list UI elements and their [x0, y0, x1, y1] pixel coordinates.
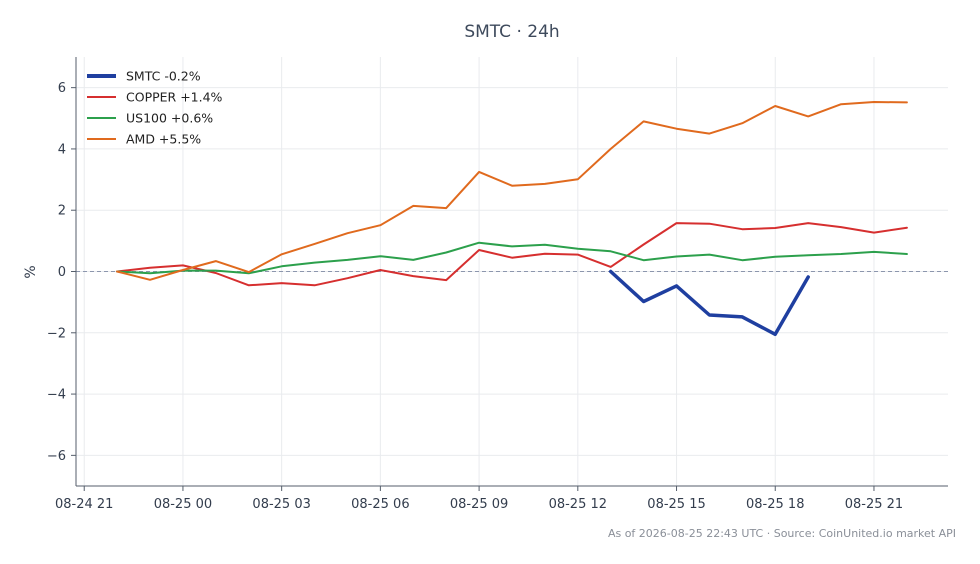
series-line-copper [116, 222, 908, 287]
series-line-amd [116, 101, 908, 281]
legend: SMTC -0.2% COPPER +1.4% US100 +0.6% AMD +5.… [87, 69, 223, 147]
legend-label: AMD +5.5% [126, 132, 201, 147]
y-tick-label: 6 [58, 81, 66, 96]
x-tick-label: 08-25 15 [647, 497, 705, 512]
y-tick-label: −4 [47, 388, 66, 403]
legend-label: US100 +0.6% [126, 111, 213, 126]
x-tick-label: 08-25 18 [746, 497, 804, 512]
legend-label: SMTC -0.2% [126, 69, 201, 84]
tick-labels: 08-24 21 08-25 00 08-25 03 08-25 06 08-25 09… [47, 81, 903, 512]
series-group [116, 101, 908, 337]
x-tick-label: 08-25 03 [252, 497, 310, 512]
series-line-smtc [608, 269, 810, 337]
y-tick-label: 2 [58, 204, 66, 219]
x-tick-label: 08-25 21 [845, 497, 903, 512]
x-tick-label: 08-24 21 [55, 497, 113, 512]
chart-title: SMTC · 24h [464, 22, 559, 42]
x-tick-label: 08-25 00 [154, 497, 212, 512]
y-tick-label: 4 [58, 142, 66, 157]
y-axis-label: % [23, 265, 39, 278]
series-line-us100 [116, 241, 908, 275]
y-tick-label: 0 [58, 265, 66, 280]
legend-label: COPPER +1.4% [126, 90, 223, 105]
footer-source: As of 2026-08-25 22:43 UTC · Source: Coi… [608, 527, 956, 540]
y-tick-label: −2 [47, 326, 66, 341]
x-tick-label: 08-25 06 [351, 497, 409, 512]
y-tick-label: −6 [47, 449, 66, 464]
x-tick-label: 08-25 12 [549, 497, 607, 512]
x-tick-label: 08-25 09 [450, 497, 508, 512]
